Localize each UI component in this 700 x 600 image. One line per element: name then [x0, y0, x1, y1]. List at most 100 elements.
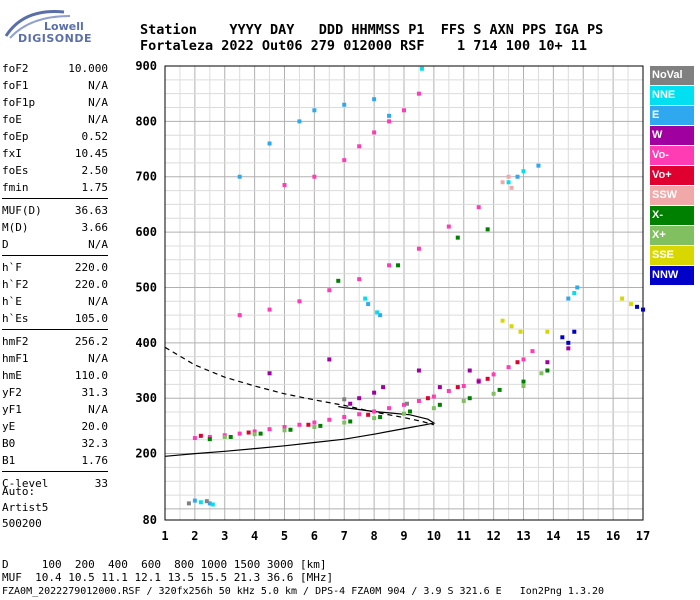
data-point-vo- — [446, 224, 451, 229]
data-point-vo- — [416, 91, 421, 96]
data-point-vo- — [267, 427, 272, 432]
data-point-vo- — [455, 385, 460, 390]
param-row: yE 20.0 — [2, 418, 108, 435]
data-point-e — [237, 174, 242, 179]
y-tick-label: 900 — [135, 59, 157, 73]
data-point-vo- — [357, 144, 362, 149]
data-point-vo- — [491, 372, 496, 377]
legend-item: Vo- — [650, 146, 694, 165]
data-point-x- — [437, 402, 442, 407]
x-tick-label: 13 — [516, 529, 530, 543]
data-point-sse — [518, 329, 523, 334]
data-point-nne — [363, 296, 368, 301]
param-value: 32.3 — [81, 437, 109, 450]
param-row: M(D) 3.66 — [2, 219, 108, 236]
data-point-e — [378, 313, 383, 318]
data-point-vo- — [366, 412, 371, 417]
data-point-nne — [198, 500, 203, 505]
data-point-vo- — [387, 263, 392, 268]
data-point-nne — [375, 310, 380, 315]
y-tick-label: 800 — [135, 114, 157, 128]
data-point-e — [366, 302, 371, 307]
muf-table: D 100 200 400 600 800 1000 1500 3000 [km… — [2, 558, 333, 584]
param-value: N/A — [88, 295, 108, 308]
param-label: B1 — [2, 454, 16, 467]
scaled-parameters-panel: foF2 10.000 foF1 N/A foF1p N/A foE N/A foEp 0.52 f… — [2, 60, 108, 492]
data-point-nne — [572, 291, 577, 295]
param-separator — [2, 471, 108, 472]
data-point-x- — [312, 424, 317, 429]
x-tick-label: 1 — [161, 529, 168, 543]
data-point-x- — [372, 416, 377, 421]
x-tick-label: 8 — [371, 529, 378, 543]
data-point-w — [437, 385, 442, 390]
autoscaling-info: Auto: Artist5 500200 — [2, 484, 48, 532]
x-tick-label: 6 — [311, 529, 318, 543]
data-point-ssw — [500, 180, 505, 185]
station-header: Station YYYY DAY DDD HHMMSS P1 FFS S AXN… — [140, 22, 603, 54]
distance-row: D 100 200 400 600 800 1000 1500 3000 [km… — [2, 558, 327, 571]
data-point-e — [372, 97, 377, 102]
param-label: fmin — [2, 181, 29, 194]
data-point-nnw — [641, 307, 645, 312]
param-value: 0.52 — [81, 130, 109, 143]
param-label: hmE — [2, 369, 22, 382]
param-label: yF1 — [2, 403, 22, 416]
data-point-w — [357, 396, 362, 401]
param-label: foE — [2, 113, 22, 126]
data-point-vo- — [357, 412, 362, 417]
data-point-e — [297, 119, 302, 124]
data-point-e — [267, 141, 272, 146]
data-point-sse — [620, 296, 625, 301]
x-tick-label: 16 — [606, 529, 620, 543]
data-point-noval — [404, 401, 409, 406]
data-point-nne — [210, 502, 215, 507]
data-point-nnw — [566, 340, 571, 345]
data-point-sse — [545, 329, 550, 334]
data-point-x- — [282, 428, 287, 433]
data-point-ssw — [509, 185, 514, 190]
data-point-vo- — [425, 396, 430, 401]
data-point-w — [348, 401, 353, 406]
data-point-w — [416, 368, 421, 373]
x-tick-label: 11 — [457, 529, 471, 543]
data-point-x- — [378, 415, 383, 420]
data-point-nnw — [560, 335, 565, 340]
param-label: MUF(D) — [2, 204, 42, 217]
data-point-x- — [431, 406, 436, 411]
param-value: 10.45 — [74, 147, 108, 160]
param-value: 105.0 — [74, 312, 108, 325]
param-value: N/A — [88, 96, 108, 109]
data-point-x- — [222, 434, 227, 439]
data-point-x- — [407, 409, 412, 414]
param-row: h`F2 220.0 — [2, 276, 108, 293]
param-separator — [2, 255, 108, 256]
param-label: h`F2 — [2, 278, 29, 291]
param-value: 110.0 — [74, 369, 108, 382]
data-point-x- — [258, 431, 263, 436]
file-info: FZA0M_2022279012000.RSF / 320fx256h 50 k… — [2, 586, 605, 597]
y-tick-label: 200 — [135, 447, 157, 461]
param-row: hmE 110.0 — [2, 367, 108, 384]
data-point-vo- — [342, 415, 347, 420]
param-row: foEp 0.52 — [2, 128, 108, 145]
data-point-e — [515, 174, 520, 179]
data-point-w — [476, 379, 481, 384]
data-point-x- — [455, 235, 460, 240]
data-point-sse — [509, 324, 514, 329]
legend-item: NNW — [650, 266, 694, 285]
param-value: N/A — [88, 403, 108, 416]
x-tick-label: 9 — [400, 529, 407, 543]
data-point-noval — [204, 499, 209, 504]
param-value: 33 — [94, 477, 108, 490]
data-point-w — [267, 371, 272, 376]
data-point-vo- — [198, 433, 203, 438]
y-tick-label: 700 — [135, 170, 157, 184]
param-row: h`F 220.0 — [2, 259, 108, 276]
data-point-vo- — [515, 360, 520, 365]
param-label: foF1 — [2, 79, 29, 92]
legend-item: W — [650, 126, 694, 145]
param-row: foE N/A — [2, 111, 108, 128]
x-tick-label: 7 — [341, 529, 348, 543]
